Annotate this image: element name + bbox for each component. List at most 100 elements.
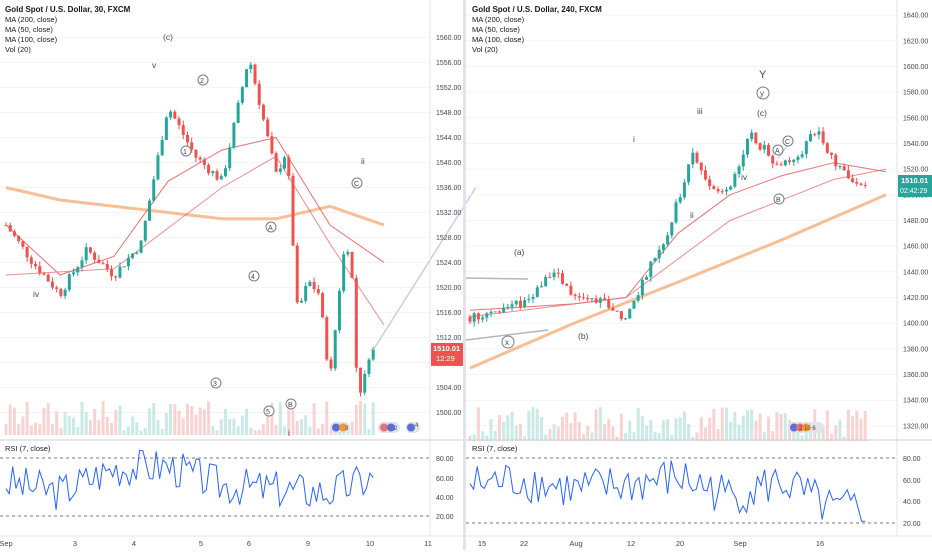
price-tick-label: 1580.00 <box>903 90 928 97</box>
time-tick-label: Aug <box>569 539 582 548</box>
price-tick-label: 1560.00 <box>903 115 928 122</box>
right-symbol-title[interactable]: Gold Spot / U.S. Dollar, 240, FXCM <box>472 5 602 14</box>
volume-bar <box>325 401 329 435</box>
price-tick-label: 1540.00 <box>903 141 928 148</box>
volume-bar <box>38 424 42 435</box>
wave-circle-x: x <box>501 335 515 349</box>
left-event-icons[interactable]: 3 2 4 <box>330 422 420 433</box>
right-indicator-volume[interactable]: Vol (20) <box>472 45 498 54</box>
volume-bar <box>502 421 506 441</box>
candlestick <box>97 255 101 264</box>
volume-bar <box>712 408 716 441</box>
left-indicator-volume[interactable]: Vol (20) <box>5 45 31 54</box>
wave-label-Y: Y <box>759 69 767 81</box>
volume-bar <box>4 423 8 435</box>
candlestick <box>126 253 130 271</box>
candlestick <box>678 193 682 205</box>
candlestick <box>342 251 346 294</box>
left-symbol-title[interactable]: Gold Spot / U.S. Dollar, 30, FXCM <box>5 5 131 14</box>
flag-badge-right[interactable]: 2 10 6 <box>788 422 824 433</box>
svg-text:3: 3 <box>213 381 217 388</box>
volume-bar <box>783 413 787 441</box>
volume-bar <box>523 436 527 441</box>
candlestick <box>682 179 686 200</box>
wave-label-v: v <box>152 60 157 70</box>
candlestick <box>741 149 745 171</box>
candlestick <box>173 109 177 120</box>
candlestick <box>506 303 510 310</box>
candlestick <box>539 281 543 288</box>
candlestick <box>788 157 792 165</box>
candlestick <box>21 240 25 250</box>
wave-label-i: i <box>288 428 290 438</box>
candlestick <box>139 239 143 254</box>
candlestick <box>720 188 724 195</box>
candlestick <box>354 274 358 373</box>
volume-bar <box>527 410 531 441</box>
candlestick <box>249 61 253 74</box>
right-rsi-title[interactable]: RSI (7, close) <box>472 444 518 453</box>
left-rsi-tick-80: 80.00 <box>436 456 454 463</box>
candlestick <box>211 170 215 177</box>
volume-bar <box>535 408 539 441</box>
candlestick <box>481 314 485 323</box>
right-event-icons[interactable]: 2 10 6 <box>788 422 824 433</box>
volume-bar <box>514 425 518 441</box>
price-tick-label: 1520.00 <box>436 285 461 292</box>
left-rsi-title[interactable]: RSI (7, close) <box>5 444 51 453</box>
wave-circle-3: 3 <box>210 377 222 389</box>
flag-badge-a[interactable]: 3 <box>330 422 350 433</box>
chart-splitter[interactable] <box>463 0 466 550</box>
right-indicator-ma200[interactable]: MA (200, close) <box>472 15 525 24</box>
candlestick <box>523 296 527 309</box>
volume-bar <box>287 409 291 435</box>
candlestick <box>34 261 38 270</box>
candlestick <box>535 285 539 298</box>
volume-bar <box>624 433 628 441</box>
volume-bar <box>207 401 211 435</box>
flag-badge-b[interactable]: 2 <box>378 422 400 433</box>
left-indicator-ma50[interactable]: MA (50, close) <box>5 25 53 34</box>
right-indicator-ma100[interactable]: MA (100, close) <box>472 35 525 44</box>
svg-text:C: C <box>354 181 359 188</box>
right-time-axis: 15 22 Aug 12 20 Sep 16 <box>478 539 824 548</box>
volume-bar <box>29 425 33 435</box>
volume-bar <box>126 426 130 435</box>
volume-bar <box>666 419 670 441</box>
right-candlesticks <box>468 127 867 327</box>
svg-text:B: B <box>776 197 781 204</box>
candlestick <box>582 292 586 300</box>
candlestick <box>859 182 863 186</box>
volume-bar <box>249 427 253 435</box>
volume-bar <box>809 430 813 441</box>
candlestick <box>101 261 105 265</box>
left-indicator-ma100[interactable]: MA (100, close) <box>5 35 58 44</box>
svg-text:4: 4 <box>415 423 419 429</box>
wave-label-iv: iv <box>33 289 40 299</box>
volume-bar <box>573 412 577 441</box>
candlestick <box>758 142 762 152</box>
left-chart: 1560.001556.001552.001548.001544.001540.… <box>0 0 477 550</box>
flag-badge-c[interactable]: 4 <box>406 422 420 433</box>
volume-bar <box>164 412 168 435</box>
candlestick <box>783 159 787 167</box>
candlestick <box>691 148 695 169</box>
candlestick <box>50 277 54 290</box>
candlestick <box>687 164 691 186</box>
right-indicator-ma50[interactable]: MA (50, close) <box>472 25 520 34</box>
candlestick <box>266 117 270 138</box>
price-tick-label: 1380.00 <box>903 346 928 353</box>
left-indicator-ma200[interactable]: MA (200, close) <box>5 15 58 24</box>
volume-bar <box>105 416 109 435</box>
candlestick <box>817 127 821 140</box>
candlestick <box>270 131 274 156</box>
candlestick <box>771 154 775 169</box>
wave-circle-4: 4 <box>248 270 260 282</box>
price-tick-label: 1460.00 <box>903 244 928 251</box>
candlestick <box>363 370 367 396</box>
volume-bar <box>211 425 215 435</box>
wave-label-c-paren-right: (c) <box>757 108 767 118</box>
right-price-axis: 1640.00 1620.00 1600.00 1580.00 1560.00 1540.… <box>903 13 928 431</box>
candlestick <box>8 222 12 232</box>
candlestick <box>312 277 316 293</box>
